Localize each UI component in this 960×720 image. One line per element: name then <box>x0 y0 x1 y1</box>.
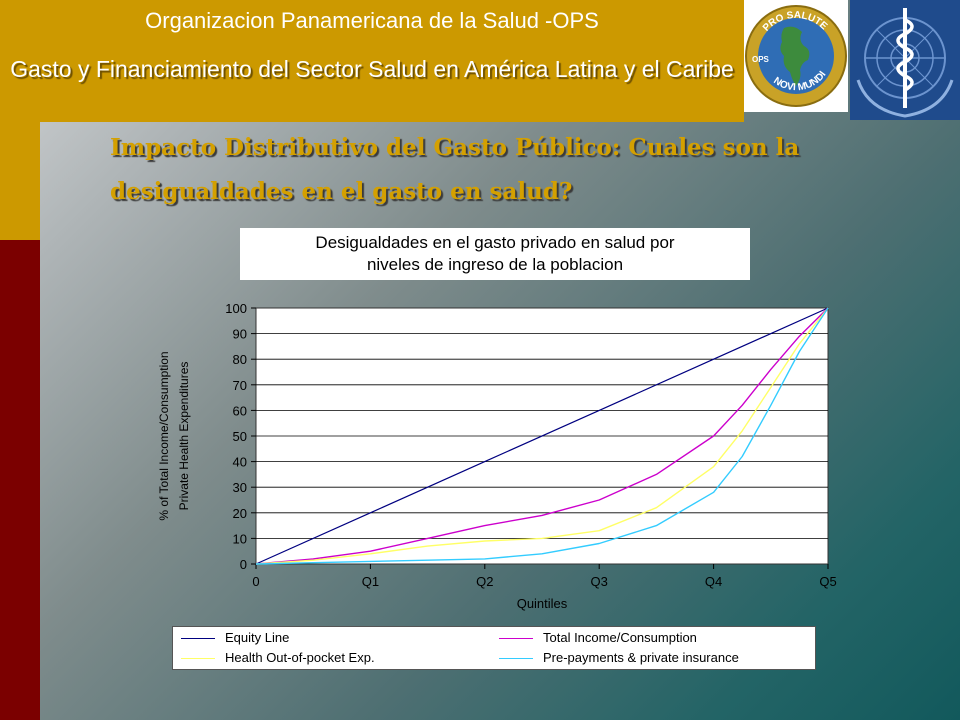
y-tick-label-0: 0 <box>240 557 247 572</box>
x-tick-label-2: Q2 <box>476 574 493 589</box>
legend-label-prepay: Pre-payments & private insurance <box>543 650 739 665</box>
y-tick-label-40: 40 <box>233 455 247 470</box>
header-banner: Organizacion Panamericana de la Salud -O… <box>0 0 744 122</box>
legend-label-oop: Health Out-of-pocket Exp. <box>225 650 375 665</box>
presentation-title: Gasto y Financiamiento del Sector Salud … <box>10 56 734 82</box>
series-line-oop <box>255 307 829 565</box>
x-tick-label-3: Q3 <box>591 574 608 589</box>
x-axis-ticks: 0 Q1 Q2 Q3 Q4 Q5 <box>252 564 837 589</box>
organization-title: Organizacion Panamericana de la Salud -O… <box>145 8 599 33</box>
legend-swatch-equity <box>181 638 215 639</box>
x-tick-label-1: Q1 <box>362 574 379 589</box>
legend-label-income: Total Income/Consumption <box>543 630 697 645</box>
header-left-accent <box>0 122 40 240</box>
legend-label-equity: Equity Line <box>225 630 290 645</box>
y-axis-label-line2: Private Health Expenditures <box>177 362 191 511</box>
slide-subtitle: Impacto Distributivo del Gasto Público: … <box>110 126 870 214</box>
x-tick-label-4: Q4 <box>705 574 722 589</box>
series-line-income <box>255 307 829 565</box>
legend-swatch-oop <box>181 658 215 659</box>
y-tick-label-100: 100 <box>225 301 247 316</box>
chart-title: Desigualdades en el gasto privado en sal… <box>240 228 750 280</box>
y-tick-label-60: 60 <box>233 403 247 418</box>
chart-legend: Equity Line Total Income/Consumption Hea… <box>172 626 816 670</box>
x-tick-label-0: 0 <box>252 574 259 589</box>
paho-logo-side-text: OPS <box>752 55 770 64</box>
chart-title-line2: niveles de ingreso de la poblacion <box>366 255 624 274</box>
y-tick-label-30: 30 <box>233 480 247 495</box>
y-axis-label-line1: % of Total Income/Consumption <box>157 351 171 520</box>
y-tick-label-70: 70 <box>233 378 247 393</box>
lorenz-chart: 0 10 20 30 40 50 60 70 80 90 100 0 Q1 Q2 Q3 Q4 Q5 Quint… <box>157 301 837 611</box>
x-tick-label-5: Q5 <box>819 574 836 589</box>
legend-swatch-prepay <box>499 658 533 659</box>
y-tick-label-80: 80 <box>233 352 247 367</box>
who-emblem <box>850 0 960 120</box>
legend-swatch-income <box>499 638 533 639</box>
y-tick-label-50: 50 <box>233 429 247 444</box>
y-tick-label-10: 10 <box>233 531 247 546</box>
series-line-equity <box>255 307 829 565</box>
x-axis-label: Quintiles <box>517 596 568 611</box>
left-accent-bar <box>0 240 40 720</box>
chart-title-line1: Desigualdades en el gasto privado en sal… <box>315 233 675 252</box>
paho-logo: PRO SALUTE NOVI MUNDI OPS <box>744 0 848 112</box>
slide-subtitle-line1: Impacto Distributivo del Gasto Público: … <box>110 134 800 161</box>
y-tick-label-20: 20 <box>233 506 247 521</box>
series-lines <box>255 307 829 565</box>
slide-subtitle-line2: desigualdades en el gasto en salud? <box>110 178 573 205</box>
y-axis-ticks: 0 10 20 30 40 50 60 70 80 90 100 <box>225 301 256 572</box>
y-tick-label-90: 90 <box>233 327 247 342</box>
series-line-prepay <box>255 307 829 565</box>
